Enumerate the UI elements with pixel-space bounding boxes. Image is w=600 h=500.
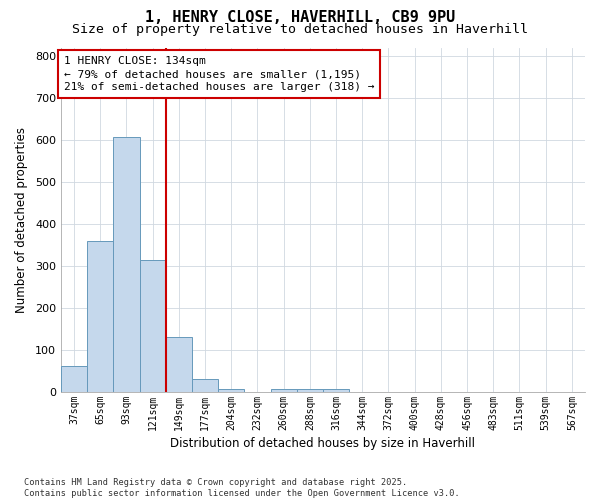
Bar [323,388,349,392]
Y-axis label: Number of detached properties: Number of detached properties [15,127,28,313]
Text: 1 HENRY CLOSE: 134sqm
← 79% of detached houses are smaller (1,195)
21% of semi-d: 1 HENRY CLOSE: 134sqm ← 79% of detached … [64,56,374,92]
Bar [218,388,244,392]
Text: Contains HM Land Registry data © Crown copyright and database right 2025.
Contai: Contains HM Land Registry data © Crown c… [24,478,460,498]
Bar [61,366,87,392]
Bar [113,137,140,392]
Bar [297,388,323,392]
Text: Size of property relative to detached houses in Haverhill: Size of property relative to detached ho… [72,22,528,36]
Bar [140,260,166,392]
Bar [166,338,192,392]
Bar [192,380,218,392]
Bar [271,388,297,392]
Bar [87,241,113,392]
Text: 1, HENRY CLOSE, HAVERHILL, CB9 9PU: 1, HENRY CLOSE, HAVERHILL, CB9 9PU [145,10,455,25]
X-axis label: Distribution of detached houses by size in Haverhill: Distribution of detached houses by size … [170,437,475,450]
